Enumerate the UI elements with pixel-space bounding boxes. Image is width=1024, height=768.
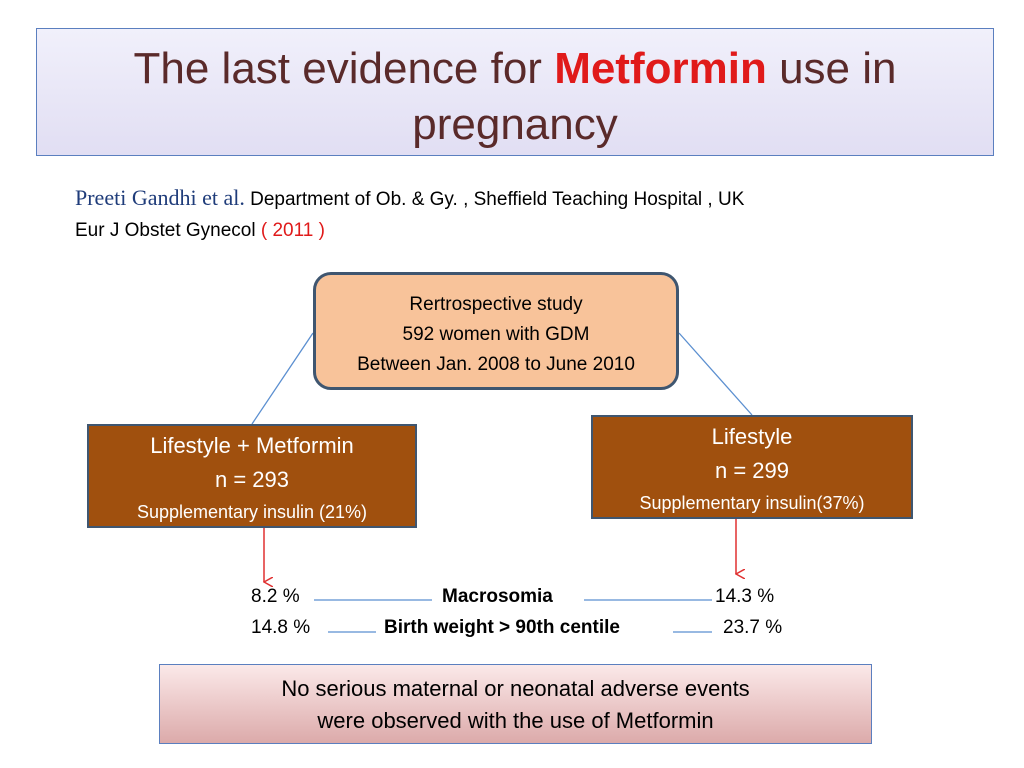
macrosomia-label-text: Macrosomia [442, 586, 553, 607]
citation-author-line: Preeti Gandhi et al. Department of Ob. &… [75, 185, 744, 211]
author-name: Preeti Gandhi et al. [75, 185, 245, 210]
conclusion-box: No serious maternal or neonatal adverse … [159, 664, 872, 744]
title-text-before: The last evidence for [133, 44, 555, 93]
birthweight-label-text: Birth weight > 90th centile [384, 617, 620, 638]
macrosomia-left-value: 8.2 % [251, 586, 300, 607]
macrosomia-label: Macrosomia [442, 586, 553, 608]
journal-name: Eur J Obstet Gynecol [75, 220, 261, 241]
birthweight-label: Birth weight > 90th centile [384, 617, 620, 639]
study-box: Rertrospective study 592 women with GDM … [313, 272, 679, 390]
study-period: Between Jan. 2008 to June 2010 [357, 354, 635, 375]
study-design: Rertrospective study [409, 294, 583, 315]
citation-journal-line: Eur J Obstet Gynecol ( 2011 ) [75, 220, 325, 242]
slide-title: The last evidence for Metformin use in p… [36, 28, 994, 156]
arm-metformin-insulin: Supplementary insulin (21%) [136, 502, 368, 522]
arm-lifestyle-name: Lifestyle [711, 424, 793, 449]
arm-lifestyle-insulin: Supplementary insulin(37%) [639, 493, 865, 513]
connector-left [251, 332, 314, 425]
conclusion-line-1: No serious maternal or neonatal adverse … [281, 676, 750, 701]
arm-metformin-n: n = 293 [214, 467, 289, 492]
arm-lifestyle-n: n = 299 [714, 458, 789, 483]
title-text-after: use in pregnancy [412, 44, 897, 149]
birthweight-left-value: 14.8 % [251, 617, 311, 638]
arm-metformin-name: Lifestyle + Metformin [150, 433, 354, 458]
conclusion-line-2: were observed with the use of Metformin [317, 708, 714, 733]
arm-metformin-box: Lifestyle + Metformin n = 293 Supplement… [87, 424, 417, 528]
publication-year: ( 2011 ) [260, 220, 325, 241]
title-highlight: Metformin [554, 44, 767, 93]
macrosomia-right-value: 14.3 % [715, 586, 775, 607]
birthweight-right-value: 23.7 % [723, 617, 783, 638]
connector-right [678, 332, 753, 416]
study-population: 592 women with GDM [402, 324, 590, 345]
arm-lifestyle-box: Lifestyle n = 299 Supplementary insulin(… [591, 415, 913, 519]
department: Department of Ob. & Gy. , Sheffield Teac… [244, 189, 745, 210]
